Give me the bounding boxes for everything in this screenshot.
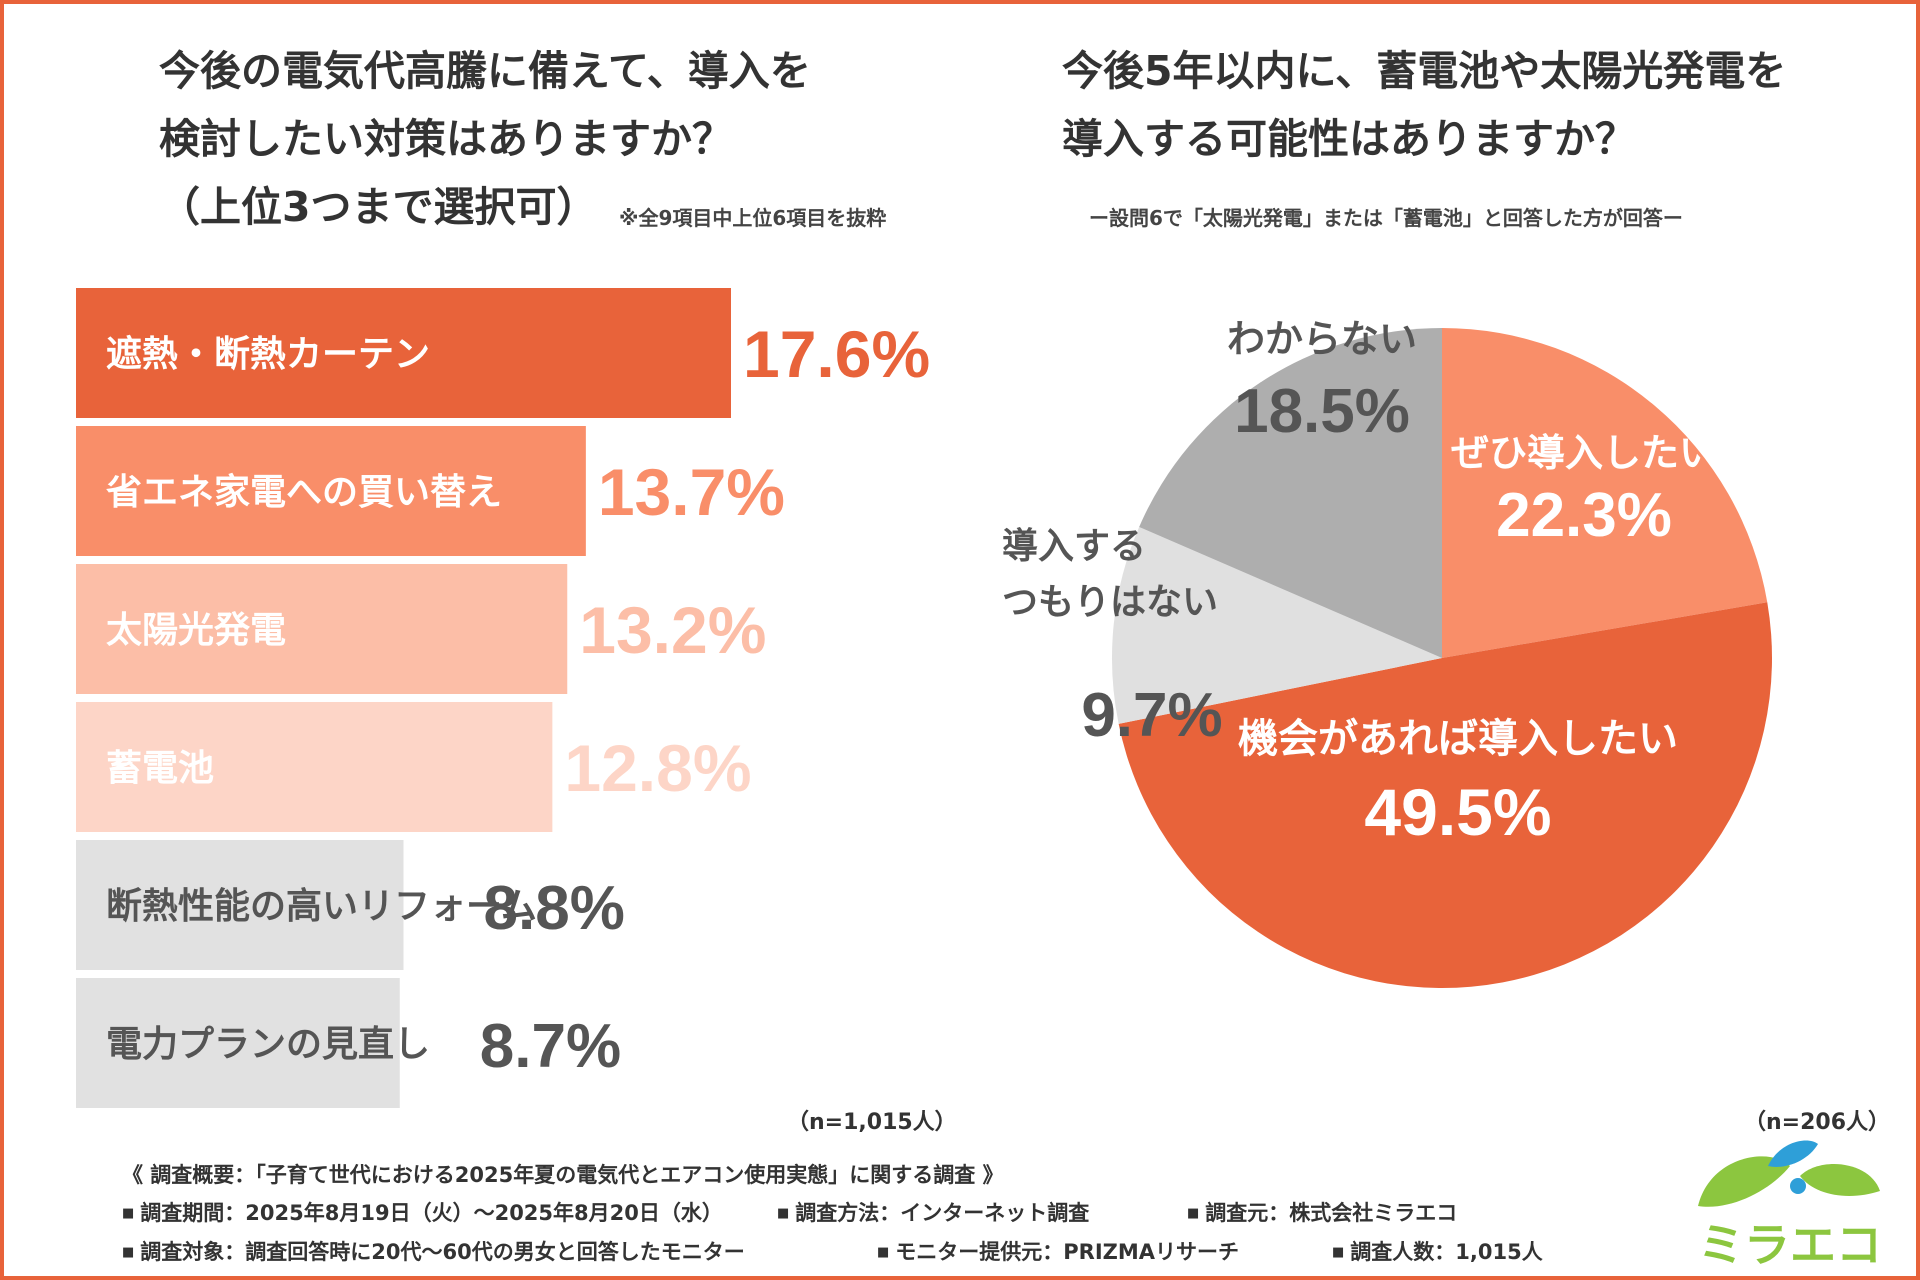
survey-line-2: ■ 調査対象：調査回答時に20代～60代の男女と回答したモニター ■ モニター提供元：… xyxy=(122,1233,1602,1272)
logo-text: ミラエコ xyxy=(1698,1218,1882,1272)
logo-leaf-right xyxy=(1800,1164,1880,1196)
left-title-line-3: （上位3つまで選択可） xyxy=(159,183,598,231)
right-chart-title: 今後5年以内に、蓄電池や太陽光発電を 導入する可能性はありますか？ xyxy=(1062,37,1862,173)
pie-slice xyxy=(1139,328,1442,658)
survey-period: ■ 調査期間：2025年8月19日（火）～2025年8月20日（水） xyxy=(122,1201,723,1225)
bar xyxy=(76,702,553,832)
survey-count-text: 調査人数：1,015人 xyxy=(1350,1240,1543,1264)
survey-target: ■ 調査対象：調査回答時に20代～60代の男女と回答したモニター xyxy=(122,1240,745,1264)
survey-period-text: 調査期間：2025年8月19日（火）～2025年8月20日（水） xyxy=(140,1201,723,1225)
right-chart-note: ー設問6で「太陽光発電」または「蓄電池」と回答した方が回答ー xyxy=(1089,206,1683,230)
pie-value-label: 49.5% xyxy=(1364,775,1551,849)
miraeco-logo: ミラエコ xyxy=(1698,1140,1882,1272)
survey-provider: ■ モニター提供元：PRIZMAリサーチ xyxy=(877,1240,1240,1264)
pie-category-label: 導入する xyxy=(1002,526,1146,567)
survey-heading: 《 調査概要：「子育て世代における2025年夏の電気代とエアコン使用実態」に関す… xyxy=(122,1163,1004,1187)
bar-value-label: 17.6% xyxy=(743,317,930,391)
pie-value-label: 9.7% xyxy=(1081,681,1222,750)
bar-value-label: 8.7% xyxy=(480,1012,621,1081)
pie-category-label: 機会があれば導入したい xyxy=(1238,716,1678,762)
survey-method: ■ 調査方法：インターネット調査 xyxy=(777,1201,1090,1225)
bar-category-label: 遮熱・断熱カーテン xyxy=(106,334,430,375)
right-title-line-1: 今後5年以内に、蓄電池や太陽光発電を xyxy=(1062,47,1787,95)
survey-count: ■ 調査人数：1,015人 xyxy=(1332,1240,1543,1264)
survey-provider-text: モニター提供元：PRIZMAリサーチ xyxy=(895,1240,1240,1264)
logo-leaf-left xyxy=(1698,1156,1790,1207)
bar xyxy=(76,840,404,970)
pie-value-label: 22.3% xyxy=(1496,481,1672,550)
pie-category-label: わからない xyxy=(1227,317,1417,361)
bar-category-label: 省エネ家電への買い替え xyxy=(106,472,502,513)
logo-leaf-top xyxy=(1768,1140,1818,1167)
survey-source-text: 調査元：株式会社ミラエコ xyxy=(1205,1201,1458,1225)
left-sample-size: （n=1,015人） xyxy=(787,1110,957,1135)
bar xyxy=(76,564,568,694)
survey-line-1: ■ 調査期間：2025年8月19日（火）～2025年8月20日（水） ■ 調査方法：イ… xyxy=(122,1194,1602,1233)
left-title-line-1: 今後の電気代高騰に備えて、導入を xyxy=(159,47,811,95)
pie-slice xyxy=(1118,602,1772,988)
survey-overview: 《 調査概要：「子育て世代における2025年夏の電気代とエアコン使用実態」に関す… xyxy=(122,1156,1602,1272)
bar-chart: 遮熱・断熱カーテン 17.6% 省エネ家電への買い替え 13.7% 太陽光発電 13.2%… xyxy=(76,288,930,1108)
logo-dot xyxy=(1790,1178,1806,1194)
bar xyxy=(76,426,586,556)
bar-category-label: 蓄電池 xyxy=(106,748,214,789)
bar-value-label: 8.8% xyxy=(484,874,625,943)
bar-category-label: 電力プランの見直し xyxy=(106,1024,430,1065)
bar-category-label: 断熱性能の高いリフォーム xyxy=(106,886,537,927)
survey-source: ■ 調査元：株式会社ミラエコ xyxy=(1187,1201,1458,1225)
left-chart-note: ※全9項目中上位6項目を抜粋 xyxy=(619,206,887,230)
left-title-line-2: 検討したい対策はありますか？ xyxy=(159,115,733,163)
pie-slice xyxy=(1442,328,1768,658)
right-title-line-2: 導入する可能性はありますか？ xyxy=(1062,115,1636,163)
bar xyxy=(76,288,731,418)
left-chart-title: 今後の電気代高騰に備えて、導入を 検討したい対策はありますか？ （上位3つまで選… xyxy=(159,37,919,241)
pie-category-label: ぜひ導入したい xyxy=(1451,431,1717,475)
pie-value-label: 18.5% xyxy=(1234,377,1410,446)
bar-value-label: 13.2% xyxy=(579,593,766,667)
bar-value-label: 12.8% xyxy=(564,731,751,805)
bar xyxy=(76,978,400,1108)
survey-method-text: 調査方法：インターネット調査 xyxy=(795,1201,1090,1225)
pie-category-label-line-2: つもりはない xyxy=(1002,582,1218,623)
survey-target-text: 調査対象：調査回答時に20代～60代の男女と回答したモニター xyxy=(140,1240,745,1264)
bar-value-label: 13.7% xyxy=(598,455,785,529)
bar-category-label: 太陽光発電 xyxy=(106,610,286,651)
pie-slice xyxy=(1112,526,1442,724)
right-sample-size: （n=206人） xyxy=(1744,1110,1891,1135)
